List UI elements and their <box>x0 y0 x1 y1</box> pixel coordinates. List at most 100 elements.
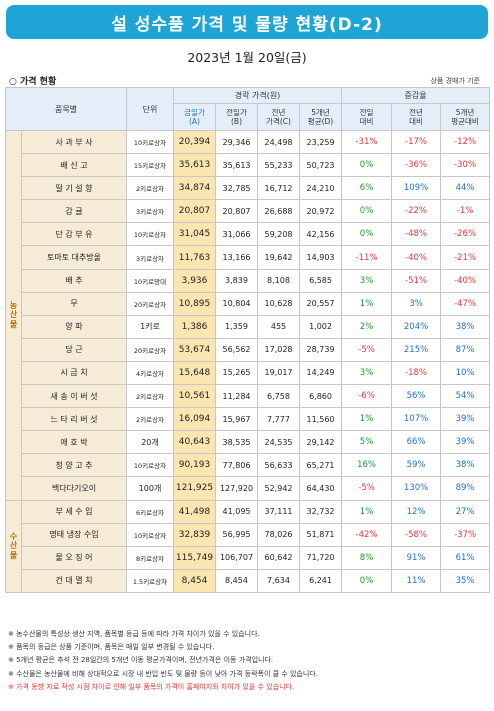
price-prev-day: 35,613 <box>215 153 258 178</box>
table-row: 물 오 징 어 8키로상자 115,749 106,707 60,642 71,720 8%… <box>6 545 491 570</box>
price-prev-year: 60,642 <box>257 545 300 570</box>
price-prev-day: 1,359 <box>215 314 258 339</box>
price-avg5: 64,430 <box>298 476 343 501</box>
table-row: 단 감 부 유 10키로상자 31,045 31,066 59,208 42,156 0% -… <box>6 222 491 247</box>
change-vs-avg5: 35% <box>440 568 491 593</box>
price-today: 53,674 <box>173 337 216 362</box>
item-unit: 10키로상자 <box>126 129 174 155</box>
change-vs-prev-day: 0% <box>341 222 393 247</box>
price-prev-year: 24,535 <box>257 430 300 455</box>
item-name: 건 대 멸 치 <box>21 568 127 593</box>
item-name: 단 감 부 유 <box>21 222 127 247</box>
item-name: 무 <box>21 291 127 316</box>
price-prev-day: 11,284 <box>215 384 258 409</box>
change-vs-prev-day: 0% <box>341 199 393 224</box>
price-avg5: 1,002 <box>298 314 343 339</box>
price-prev-year: 19,642 <box>257 245 300 270</box>
change-vs-prev-day: 8% <box>341 545 393 570</box>
table-row: 양 파 1키로 1,386 1,359 455 1,002 2% 204% 38% <box>6 314 491 339</box>
change-vs-prev-year: 204% <box>391 314 442 339</box>
change-vs-prev-day: -42% <box>341 522 393 547</box>
report-date: 2023년 1월 20일(금) <box>187 50 307 65</box>
header-prev-year: 전년 가격(C) <box>257 103 300 131</box>
price-today: 20,807 <box>173 199 216 224</box>
change-vs-prev-day: 0% <box>341 568 393 593</box>
price-avg5: 50,723 <box>298 153 343 178</box>
header-unit: 단위 <box>126 87 174 131</box>
price-avg5: 65,271 <box>298 453 343 478</box>
change-vs-avg5: 38% <box>440 453 491 478</box>
item-unit: 1.5키로상자 <box>126 568 174 593</box>
table-row: 백다다기오이 100개 121,925 127,920 52,942 64,430 -5% 1… <box>6 476 491 501</box>
item-unit: 2키로상자 <box>126 176 174 201</box>
price-today: 34,874 <box>173 176 216 201</box>
item-unit: 6키로상자 <box>126 499 174 524</box>
price-prev-year: 78,026 <box>257 522 300 547</box>
header-change-group: 증감율 <box>341 87 491 104</box>
change-vs-prev-day: 3% <box>341 360 393 386</box>
price-avg5: 29,142 <box>298 430 343 455</box>
item-unit: 2키로상자 <box>126 384 174 409</box>
header-item: 품목별 <box>5 87 127 131</box>
change-vs-avg5: -40% <box>440 268 491 293</box>
change-vs-prev-day: 0% <box>341 153 393 178</box>
item-name: 감 귤 <box>21 199 127 224</box>
change-vs-avg5: 38% <box>440 314 491 339</box>
table-row: 건 대 멸 치 1.5키로상자 8,454 8,454 7,634 6,241 0% 11% 3… <box>6 568 491 593</box>
item-name: 명태 냉장 수입 <box>21 522 127 547</box>
price-prev-year: 26,688 <box>257 199 300 224</box>
header-price-group: 경락 가격(원) <box>172 87 343 104</box>
change-vs-avg5: 10% <box>440 360 491 386</box>
price-prev-day: 20,807 <box>215 199 258 224</box>
item-name: 배 신 고 <box>21 153 127 178</box>
change-vs-avg5: -30% <box>440 153 491 178</box>
change-vs-prev-year: -40% <box>391 245 442 270</box>
change-vs-prev-year: -22% <box>391 199 442 224</box>
table-row: 새 송 이 버 섯 2키로상자 10,561 11,284 6,758 6,860 -6% 5… <box>6 384 491 409</box>
price-prev-day: 56,995 <box>215 522 258 547</box>
price-prev-year: 455 <box>257 314 300 339</box>
item-unit: 3키로상자 <box>126 199 174 224</box>
header-vs-prev-day: 전일 대비 <box>341 103 393 131</box>
footnote: ※ 수산물은 농산물에 비해 상대적으로 시장 내 반입 빈도 및 물량 등이 … <box>8 669 318 678</box>
item-name: 사 과 부 사 <box>21 129 127 155</box>
price-avg5: 28,739 <box>298 337 343 362</box>
change-vs-prev-day: 6% <box>341 176 393 201</box>
price-prev-year: 59,208 <box>257 222 300 247</box>
price-prev-day: 3,839 <box>215 268 258 293</box>
item-name: 새 송 이 버 섯 <box>21 384 127 409</box>
change-vs-avg5: 61% <box>440 545 491 570</box>
price-table-container: 품목별 단위 경락 가격(원) 증감율 금일가 (A) 전일가 (B) 전년 가… <box>5 87 491 593</box>
price-prev-year: 6,758 <box>257 384 300 409</box>
price-prev-day: 32,785 <box>215 176 258 201</box>
section-title: ○ 가격 현황 <box>9 77 57 87</box>
price-avg5: 6,585 <box>298 268 343 293</box>
price-prev-day: 41,095 <box>215 499 258 524</box>
item-name: 청 양 고 추 <box>21 453 127 478</box>
header-prev-day: 전일가 (B) <box>215 103 258 131</box>
item-unit: 20개 <box>126 430 174 455</box>
change-vs-prev-day: 5% <box>341 430 393 455</box>
price-prev-year: 19,017 <box>257 360 300 386</box>
change-vs-avg5: -1% <box>440 199 491 224</box>
price-avg5: 14,903 <box>298 245 343 270</box>
price-avg5: 20,557 <box>298 291 343 316</box>
price-prev-day: 56,562 <box>215 337 258 362</box>
change-vs-prev-day: 3% <box>341 268 393 293</box>
change-vs-prev-year: 3% <box>391 291 442 316</box>
price-today: 1,386 <box>173 314 216 339</box>
item-name: 딸 기 설 향 <box>21 176 127 201</box>
price-prev-day: 106,707 <box>215 545 258 570</box>
item-unit: 10키로상자 <box>126 522 174 547</box>
price-prev-day: 15,967 <box>215 407 258 432</box>
price-prev-day: 77,806 <box>215 453 258 478</box>
price-prev-year: 37,111 <box>257 499 300 524</box>
footnote-warning: ※ 가격 동향 자료 작성 시점 차이로 인해 일부 품목의 가격이 홈페이지와… <box>8 682 295 691</box>
price-table: 품목별 단위 경락 가격(원) 증감율 금일가 (A) 전일가 (B) 전년 가… <box>5 87 491 593</box>
price-avg5: 6,860 <box>298 384 343 409</box>
price-today: 16,094 <box>173 407 216 432</box>
price-today: 10,561 <box>173 384 216 409</box>
price-today: 15,648 <box>173 360 216 386</box>
price-avg5: 32,732 <box>298 499 343 524</box>
